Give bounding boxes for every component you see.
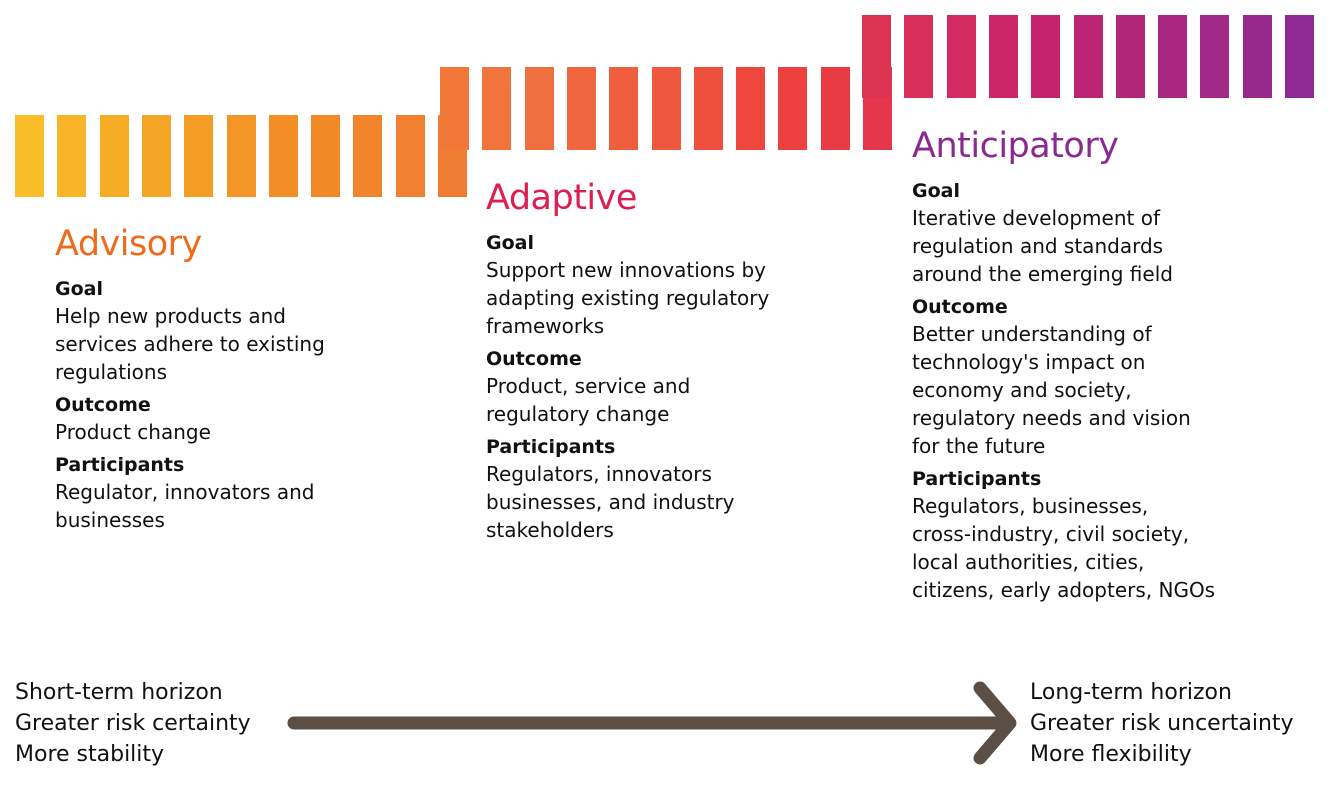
banner-bar [395,115,425,197]
banner-bar [226,115,256,197]
stage-title-adaptive: Adaptive [486,178,637,218]
adaptive-participants-heading: Participants [486,436,616,458]
stage-adaptive: Adaptive Goal Support new innovations by… [486,176,896,550]
advisory-outcome-text: Product change [55,420,211,444]
banner-bar [1115,15,1145,98]
adaptive-participants-text: Regulators, innovators businesses, and i… [486,462,735,542]
banner-bar [988,15,1018,98]
horizon-left-text: Short-term horizon Greater risk certaint… [15,680,251,767]
banner-bar [141,115,171,197]
stage-title-anticipatory: Anticipatory [912,126,1119,166]
advisory-participants-text: Regulator, innovators and businesses [55,480,315,532]
banner-bar [1158,15,1188,98]
banner-bar [566,67,596,150]
adaptive-goal-text: Support new innovations by adapting exis… [486,258,770,338]
banner-bar [946,15,976,98]
banner-bar [778,67,808,150]
advisory-participants-heading: Participants [55,454,185,476]
banner-bar [311,115,341,197]
banner-bar [440,67,469,150]
anticipatory-participants-text: Regulators, businesses, cross-industry, … [912,494,1216,602]
banner-bar [651,67,681,150]
adaptive-outcome-text: Product, service and regulatory change [486,374,691,426]
banner-bar [99,115,129,197]
advisory-outcome-heading: Outcome [55,394,151,416]
banner-bar [524,67,554,150]
stage-anticipatory: Anticipatory Goal Iterative development … [912,124,1327,610]
adaptive-goal-heading: Goal [486,232,534,254]
banner-bar [1242,15,1272,98]
banner-bar [1031,15,1061,98]
horizon-right-text: Long-term horizon Greater risk uncertain… [1030,680,1294,767]
advisory-goal-heading: Goal [55,278,103,300]
anticipatory-outcome-heading: Outcome [912,296,1008,318]
banner-bar [268,115,298,197]
banner-bar [904,15,934,98]
banner-bar [1285,15,1314,98]
stepped-bar-banner [0,0,1332,200]
banner-bar [1073,15,1103,98]
adaptive-outcome-heading: Outcome [486,348,582,370]
timeline-arrow-icon [287,681,1017,765]
stage-title-advisory: Advisory [55,224,202,264]
anticipatory-participants-heading: Participants [912,468,1042,490]
anticipatory-outcome-text: Better understanding of technology's imp… [912,322,1191,458]
banner-bar [482,67,512,150]
banner-bar [15,115,44,197]
banner-bar [1200,15,1230,98]
banner-bar [862,15,891,98]
advisory-goal-text: Help new products and services adhere to… [55,304,325,384]
stage-advisory: Advisory Goal Help new products and serv… [55,222,455,540]
banner-bar [693,67,723,150]
anticipatory-goal-text: Iterative development of regulation and … [912,206,1173,286]
banner-bar [57,115,87,197]
anticipatory-goal-heading: Goal [912,180,960,202]
banner-bar [736,67,766,150]
banner-bar [820,67,850,150]
banner-bar [609,67,639,150]
banner-bar [184,115,214,197]
banner-bar [353,115,383,197]
